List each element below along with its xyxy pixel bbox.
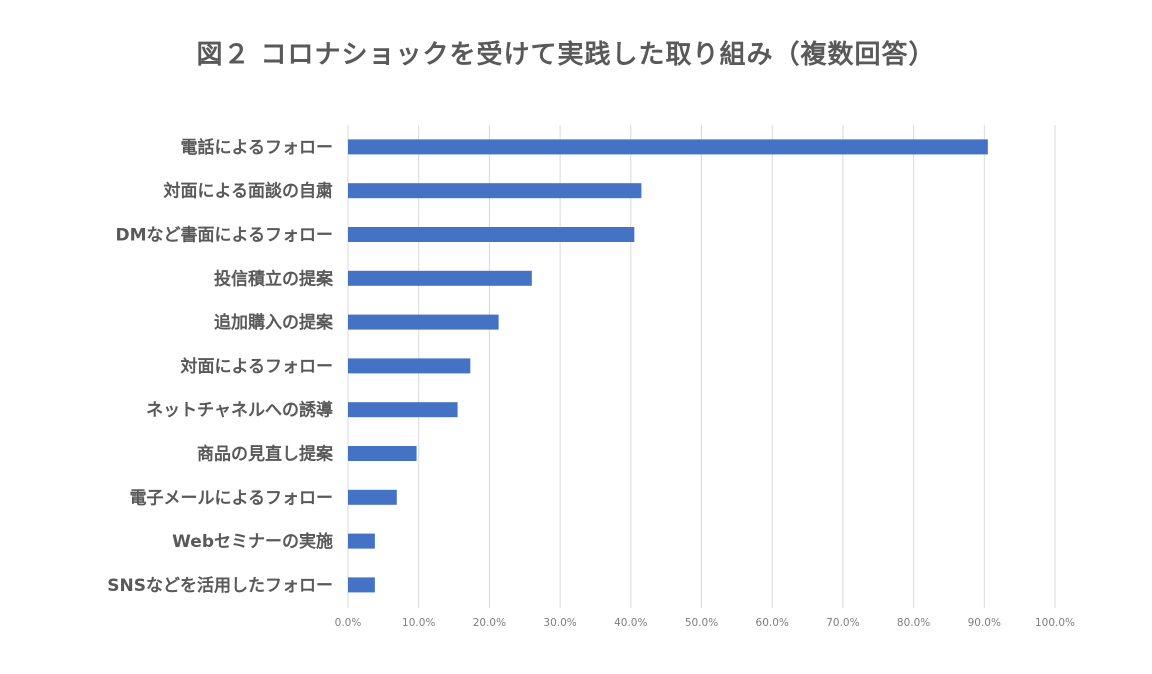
category-label: 追加購入の提案 (214, 312, 334, 333)
chart-title: 図２ コロナショックを受けて実践した取り組み（複数回答） (196, 40, 936, 70)
x-tick-label: 70.0% (826, 617, 859, 629)
bar (348, 402, 458, 418)
bar (348, 314, 499, 330)
x-tick-label: 30.0% (543, 617, 576, 629)
x-tick-label: 90.0% (968, 617, 1001, 629)
category-label: 対面によるフォロー (180, 356, 334, 377)
x-tick-label: 100.0% (1035, 617, 1075, 629)
bar (348, 577, 375, 593)
category-label: 商品の見直し提案 (197, 444, 334, 465)
x-tick-label: 80.0% (897, 617, 930, 629)
bar (348, 270, 532, 286)
bar (348, 489, 397, 505)
bar (348, 533, 375, 549)
category-label: 電話によるフォロー (181, 137, 334, 158)
x-axis-tick-labels: 0.0% 10.0% 20.0% 30.0% 40.0% 50.0% 60.0% 70.0% 8… (335, 617, 1075, 629)
bar (348, 139, 988, 155)
x-tick-label: 20.0% (473, 617, 506, 629)
category-label: 対面による面談の自粛 (163, 181, 334, 202)
bar (348, 227, 635, 242)
bars (348, 139, 988, 593)
category-label: SNSなどを活用したフォロー (107, 575, 333, 596)
bar (348, 446, 417, 461)
bar (348, 358, 471, 374)
x-tick-label: 60.0% (756, 617, 789, 629)
x-tick-label: 10.0% (402, 617, 435, 629)
x-tick-label: 40.0% (614, 617, 647, 629)
bar (348, 183, 642, 199)
x-tick-label: 0.0% (335, 617, 362, 629)
x-tick-label: 50.0% (685, 617, 718, 629)
category-label: 電子メールによるフォロー (130, 488, 334, 508)
category-label: Webセミナーの実施 (172, 531, 333, 552)
category-label: 投信積立の提案 (214, 268, 334, 289)
category-label: ネットチャネルへの誘導 (146, 400, 333, 421)
category-label: DMなど書面によるフォロー (115, 225, 333, 246)
